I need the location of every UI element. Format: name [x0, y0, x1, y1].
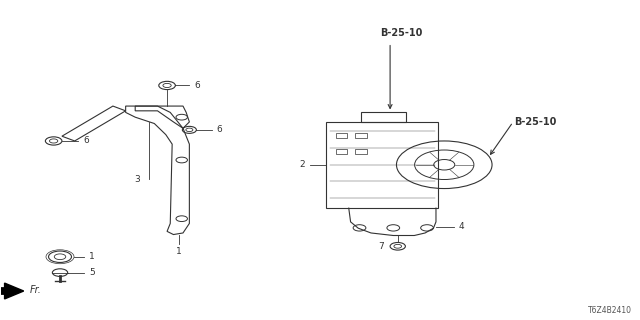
- Text: B-25-10: B-25-10: [380, 28, 423, 38]
- Bar: [326, 122, 438, 208]
- Text: 3: 3: [134, 174, 140, 184]
- Text: Fr.: Fr.: [30, 285, 42, 295]
- Text: 1: 1: [90, 252, 95, 261]
- Text: 1: 1: [175, 247, 181, 256]
- Bar: [362, 112, 406, 122]
- Text: B-25-10: B-25-10: [515, 117, 557, 127]
- Bar: [336, 133, 348, 138]
- Text: 7: 7: [378, 242, 384, 251]
- Text: 4: 4: [459, 222, 465, 231]
- Text: 2: 2: [300, 160, 305, 169]
- Text: 6: 6: [195, 81, 200, 90]
- Polygon shape: [0, 283, 24, 299]
- Bar: [355, 149, 367, 154]
- Text: 6: 6: [83, 136, 89, 146]
- Text: 5: 5: [90, 268, 95, 277]
- Text: T6Z4B2410: T6Z4B2410: [588, 307, 632, 316]
- Text: 6: 6: [217, 125, 223, 134]
- Bar: [336, 149, 348, 154]
- Bar: [355, 133, 367, 138]
